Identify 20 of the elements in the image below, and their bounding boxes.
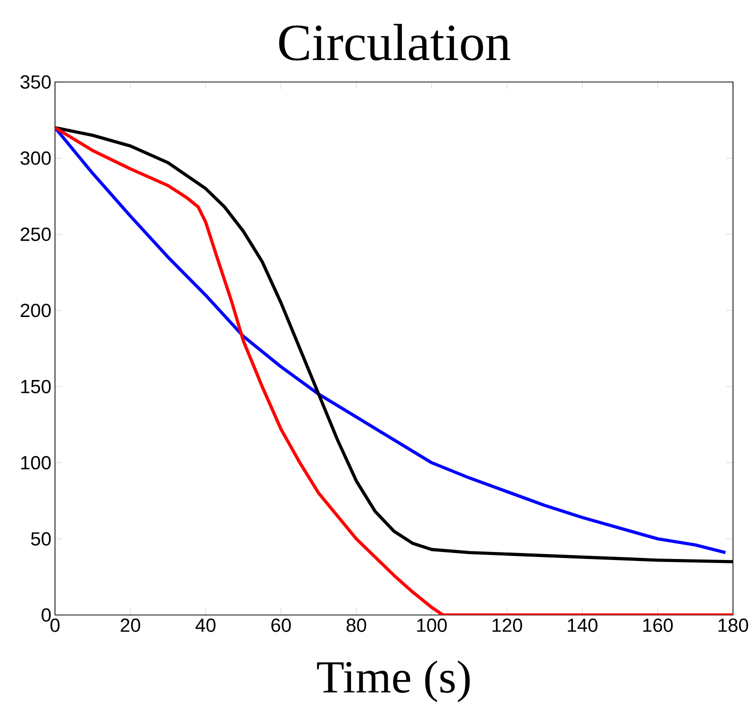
y-tick-label: 350 bbox=[20, 75, 51, 89]
y-tick-label: 250 bbox=[20, 228, 51, 242]
x-tick-label: 120 bbox=[492, 618, 522, 632]
x-tick-label: 60 bbox=[271, 618, 291, 632]
x-tick-label: 100 bbox=[417, 618, 447, 632]
x-tick-label: 180 bbox=[718, 618, 748, 632]
x-tick-label: 0 bbox=[50, 618, 60, 632]
x-axis-title: Time (s) bbox=[317, 660, 470, 702]
x-tick-label: 140 bbox=[568, 618, 598, 632]
y-tick-label: 150 bbox=[21, 380, 51, 394]
y-tick-label: 200 bbox=[20, 304, 51, 318]
y-tick-label: 300 bbox=[20, 151, 51, 165]
y-tick-label: 0 bbox=[42, 608, 51, 622]
chart-title: Circulation bbox=[279, 24, 510, 60]
x-tick-label: 40 bbox=[196, 618, 216, 632]
x-tick-label: 160 bbox=[643, 618, 673, 632]
y-tick-label: 100 bbox=[21, 456, 51, 470]
x-tick-label: 80 bbox=[346, 618, 366, 632]
y-tick-label: 50 bbox=[31, 532, 51, 546]
x-tick-label: 20 bbox=[120, 618, 140, 632]
